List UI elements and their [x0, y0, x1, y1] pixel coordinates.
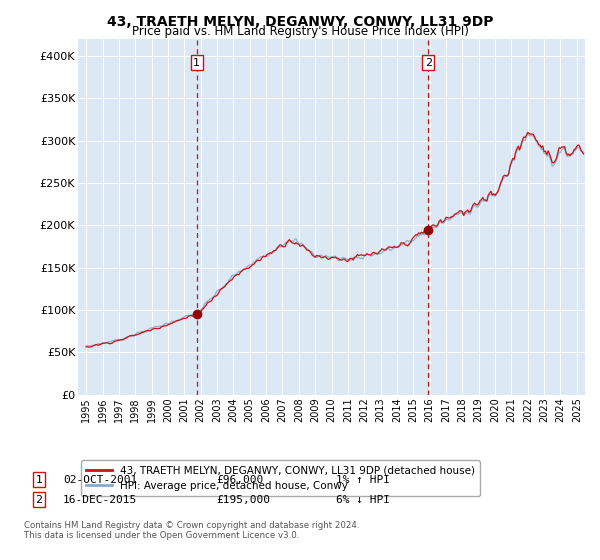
Text: Price paid vs. HM Land Registry's House Price Index (HPI): Price paid vs. HM Land Registry's House … — [131, 25, 469, 38]
Text: 1% ↑ HPI: 1% ↑ HPI — [336, 475, 390, 485]
Text: 02-OCT-2001: 02-OCT-2001 — [63, 475, 137, 485]
Text: £96,000: £96,000 — [216, 475, 263, 485]
Text: £195,000: £195,000 — [216, 494, 270, 505]
Text: 2: 2 — [425, 58, 432, 68]
Text: 16-DEC-2015: 16-DEC-2015 — [63, 494, 137, 505]
Text: This data is licensed under the Open Government Licence v3.0.: This data is licensed under the Open Gov… — [24, 531, 299, 540]
Text: 1: 1 — [193, 58, 200, 68]
Text: 43, TRAETH MELYN, DEGANWY, CONWY, LL31 9DP: 43, TRAETH MELYN, DEGANWY, CONWY, LL31 9… — [107, 15, 493, 29]
Text: Contains HM Land Registry data © Crown copyright and database right 2024.: Contains HM Land Registry data © Crown c… — [24, 521, 359, 530]
Text: 1: 1 — [35, 475, 43, 485]
Text: 6% ↓ HPI: 6% ↓ HPI — [336, 494, 390, 505]
Legend: 43, TRAETH MELYN, DEGANWY, CONWY, LL31 9DP (detached house), HPI: Average price,: 43, TRAETH MELYN, DEGANWY, CONWY, LL31 9… — [80, 460, 481, 496]
Text: 2: 2 — [35, 494, 43, 505]
